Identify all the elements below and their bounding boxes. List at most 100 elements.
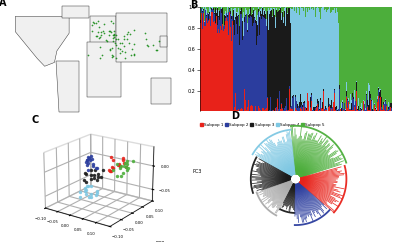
- Bar: [240, 14, 241, 109]
- Bar: [373, 110, 374, 111]
- Bar: [244, 7, 245, 17]
- Bar: [317, 104, 318, 111]
- Bar: [284, 11, 285, 108]
- Bar: [370, 7, 371, 94]
- Bar: [229, 7, 230, 8]
- Point: [112, 41, 118, 45]
- Bar: [274, 15, 275, 111]
- Bar: [305, 7, 306, 17]
- Bar: [251, 15, 252, 17]
- Bar: [353, 99, 354, 110]
- Bar: [348, 7, 349, 98]
- Polygon shape: [56, 61, 79, 112]
- Bar: [317, 103, 318, 104]
- Point: [131, 28, 137, 32]
- Bar: [226, 17, 227, 111]
- Bar: [371, 101, 372, 111]
- Bar: [220, 9, 221, 26]
- Bar: [330, 108, 331, 111]
- Bar: [358, 7, 359, 98]
- Bar: [352, 7, 353, 93]
- Bar: [235, 19, 236, 93]
- Bar: [304, 101, 305, 103]
- Bar: [208, 15, 209, 20]
- Bar: [221, 13, 222, 30]
- Point: [144, 44, 150, 47]
- Bar: [374, 105, 375, 111]
- Bar: [370, 94, 371, 98]
- Bar: [305, 107, 306, 108]
- Bar: [248, 100, 250, 111]
- Point: [150, 43, 156, 47]
- Point: [125, 30, 131, 34]
- Bar: [231, 16, 232, 19]
- Bar: [303, 11, 304, 102]
- Bar: [212, 9, 213, 12]
- Bar: [315, 17, 316, 107]
- Bar: [262, 8, 263, 15]
- Bar: [255, 9, 256, 20]
- Bar: [276, 10, 277, 107]
- Bar: [386, 106, 387, 111]
- Bar: [317, 99, 318, 103]
- Bar: [211, 8, 212, 10]
- Bar: [326, 7, 327, 12]
- Bar: [300, 108, 301, 111]
- Bar: [324, 7, 325, 10]
- Bar: [332, 7, 333, 10]
- Bar: [366, 107, 368, 111]
- Bar: [339, 85, 340, 89]
- Bar: [292, 98, 293, 109]
- Bar: [270, 7, 272, 8]
- Bar: [216, 7, 217, 10]
- Bar: [310, 107, 311, 108]
- Bar: [219, 20, 220, 33]
- Bar: [202, 29, 203, 111]
- Bar: [382, 109, 383, 110]
- Bar: [331, 100, 332, 108]
- Bar: [263, 108, 264, 111]
- Bar: [293, 96, 294, 111]
- Bar: [384, 110, 385, 111]
- Bar: [203, 13, 204, 111]
- Bar: [349, 110, 350, 111]
- Bar: [245, 7, 246, 8]
- Bar: [277, 99, 278, 111]
- Bar: [207, 23, 208, 111]
- Polygon shape: [90, 16, 116, 43]
- Bar: [331, 109, 332, 111]
- Bar: [375, 109, 376, 111]
- Bar: [256, 20, 257, 21]
- Bar: [241, 8, 242, 14]
- Bar: [380, 91, 381, 97]
- Bar: [210, 16, 211, 26]
- Point: [130, 52, 137, 56]
- Point: [110, 54, 116, 58]
- Bar: [288, 110, 289, 111]
- Bar: [382, 110, 383, 111]
- Bar: [388, 7, 389, 102]
- Bar: [335, 7, 336, 13]
- Bar: [357, 106, 358, 109]
- Bar: [323, 89, 324, 91]
- Bar: [307, 12, 308, 93]
- Bar: [320, 100, 322, 111]
- Bar: [242, 22, 243, 40]
- Bar: [275, 17, 276, 28]
- Bar: [327, 7, 328, 10]
- Bar: [333, 102, 334, 111]
- Bar: [263, 7, 264, 10]
- Bar: [214, 21, 215, 111]
- Bar: [313, 107, 314, 110]
- Bar: [258, 12, 259, 106]
- Bar: [257, 25, 258, 36]
- Point: [93, 34, 99, 38]
- Bar: [286, 7, 287, 8]
- Point: [91, 21, 97, 25]
- Bar: [258, 8, 259, 9]
- Bar: [294, 98, 296, 108]
- Bar: [203, 7, 204, 9]
- Bar: [204, 21, 205, 22]
- Bar: [309, 7, 310, 10]
- Bar: [384, 104, 385, 110]
